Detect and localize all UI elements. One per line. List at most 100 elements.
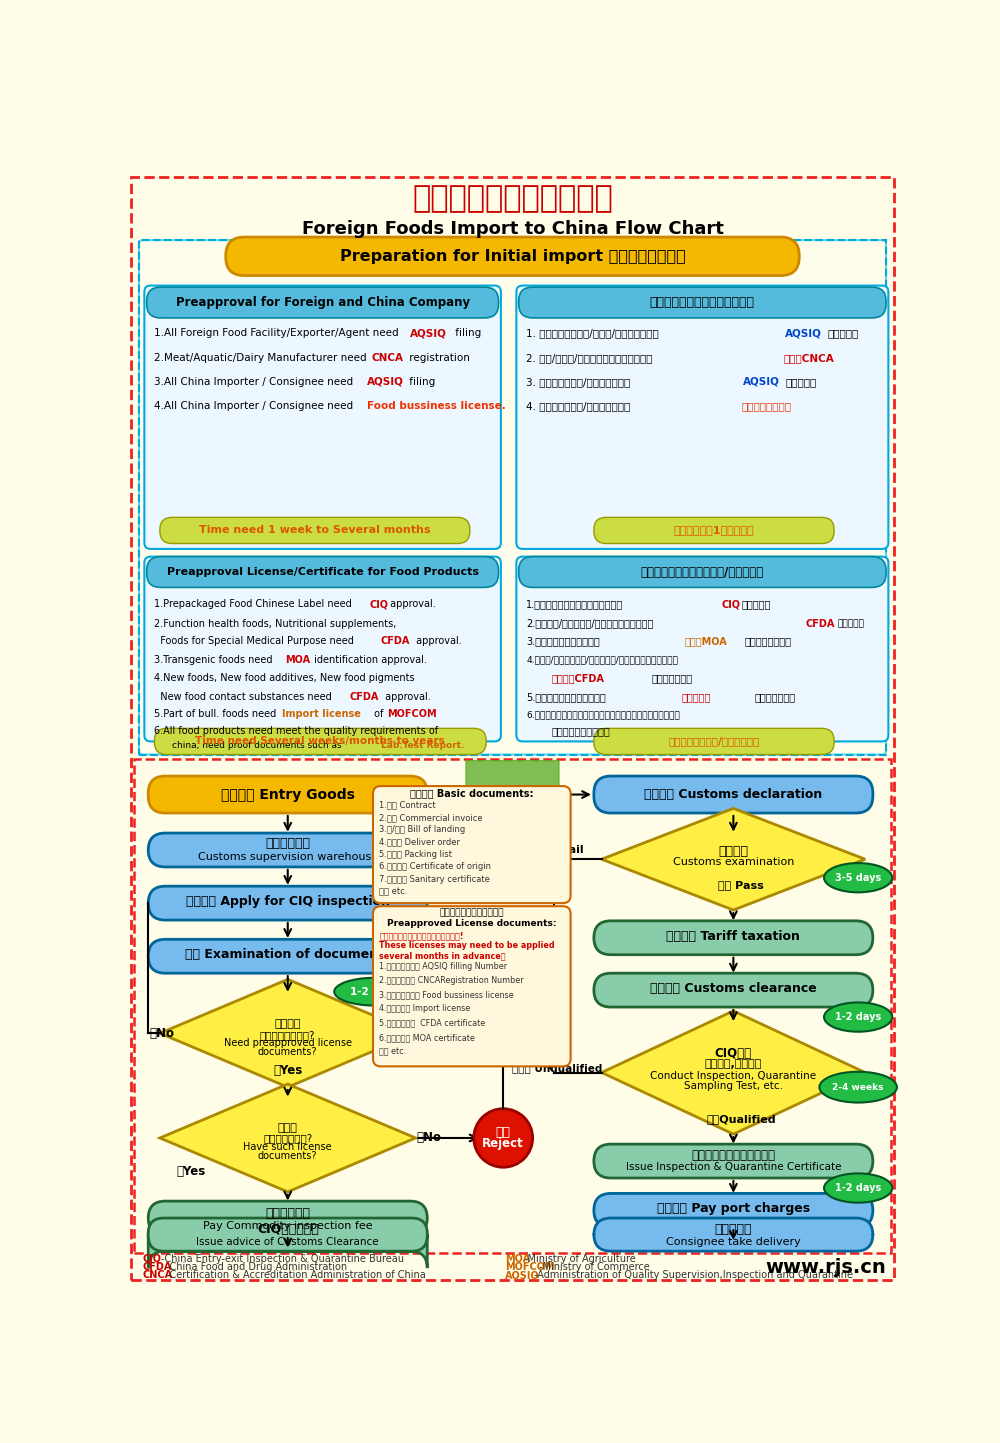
Text: Import license: Import license — [282, 710, 360, 720]
Text: 食品经营许可证；: 食品经营许可证； — [742, 401, 792, 411]
Text: Return or destroy: Return or destroy — [453, 1004, 564, 1013]
FancyBboxPatch shape — [594, 1218, 873, 1251]
FancyBboxPatch shape — [519, 557, 886, 587]
Text: -Certification & Accreditation Administration of China: -Certification & Accreditation Administr… — [166, 1270, 426, 1280]
Text: -Ministry of Commerce: -Ministry of Commerce — [539, 1263, 650, 1273]
Text: 5.食药监局证书  CFDA certificate: 5.食药监局证书 CFDA certificate — [379, 1019, 485, 1027]
Text: MOA: MOA — [285, 655, 310, 665]
Text: CIQ: CIQ — [369, 599, 388, 609]
Text: 否No: 否No — [416, 1131, 441, 1144]
Text: 付检验检疫费: 付检验检疫费 — [265, 1206, 310, 1219]
Text: Issue Inspection & Quarantine Certificate: Issue Inspection & Quarantine Certificat… — [626, 1162, 841, 1172]
Text: china, need proof documents such as: china, need proof documents such as — [172, 742, 344, 750]
Text: CFDA: CFDA — [381, 636, 410, 646]
Text: Lab.Test Report.: Lab.Test Report. — [381, 742, 464, 750]
Text: 退货或销毁: 退货或销毁 — [490, 990, 527, 1003]
Text: 办理时间需要1周到几个月: 办理时间需要1周到几个月 — [674, 525, 754, 535]
Text: Preapproval License/Certificate for Food Products: Preapproval License/Certificate for Food… — [167, 567, 479, 577]
Text: 不合格 Unqualified: 不合格 Unqualified — [512, 1063, 603, 1074]
Text: Consignee take delivery: Consignee take delivery — [666, 1237, 801, 1247]
Ellipse shape — [824, 863, 892, 892]
Text: 1-2 days: 1-2 days — [835, 1012, 881, 1022]
Text: CIQ: CIQ — [142, 1254, 161, 1264]
Text: 3. 所有中国进口商/收货人需要办理: 3. 所有中国进口商/收货人需要办理 — [526, 377, 631, 387]
Text: 办理时间需要数周/数月乃至数年: 办理时间需要数周/数月乃至数年 — [668, 736, 760, 746]
Text: 4.进口许可证 Import license: 4.进口许可证 Import license — [379, 1004, 470, 1013]
Text: 签发入境货物检验检疫证明: 签发入境货物检验检疫证明 — [691, 1149, 775, 1162]
Text: 退单: 退单 — [496, 1126, 511, 1139]
Text: 5.装箱单 Packing list: 5.装箱单 Packing list — [379, 850, 452, 859]
Text: 海关查验: 海关查验 — [718, 846, 748, 859]
FancyBboxPatch shape — [594, 973, 873, 1007]
FancyBboxPatch shape — [154, 729, 486, 755]
Text: 审单 Examination of documents: 审单 Examination of documents — [185, 948, 391, 961]
Text: 1.质检总局备案号 AQSIQ filling Number: 1.质检总局备案号 AQSIQ filling Number — [379, 962, 507, 971]
Text: 4.提货单 Deliver order: 4.提货单 Deliver order — [379, 838, 460, 847]
Text: Issue advice of Customs Clearance: Issue advice of Customs Clearance — [196, 1237, 379, 1247]
FancyBboxPatch shape — [373, 906, 571, 1066]
Text: 关税征收 Tariff taxation: 关税征收 Tariff taxation — [666, 929, 800, 942]
Text: 国外公司及中国公司预审批项目: 国外公司及中国公司预审批项目 — [650, 296, 755, 309]
Text: 预批准许可证文件?: 预批准许可证文件? — [260, 1030, 316, 1040]
Text: www.rjs.cn: www.rjs.cn — [765, 1258, 886, 1277]
Text: 1. 所有境外食品工厂/出口商/代理商需要办理: 1. 所有境外食品工厂/出口商/代理商需要办理 — [526, 329, 659, 338]
Text: 1.All Foreign Food Facility/Exporter/Agent need: 1.All Foreign Food Facility/Exporter/Age… — [154, 329, 402, 338]
Bar — [134, 759, 891, 1254]
FancyBboxPatch shape — [594, 776, 873, 812]
Text: AQSIQ: AQSIQ — [367, 377, 404, 387]
Text: 海关清关 Customs clearance: 海关清关 Customs clearance — [650, 983, 817, 996]
Text: filing: filing — [452, 329, 481, 338]
Text: 2.认监委注册号 CNCARegistration Number: 2.认监委注册号 CNCARegistration Number — [379, 975, 524, 986]
Text: 等等 etc.: 等等 etc. — [379, 1048, 406, 1056]
FancyBboxPatch shape — [148, 1234, 427, 1268]
Text: -China Food and Drug Administration: -China Food and Drug Administration — [166, 1263, 347, 1273]
Text: Have such license: Have such license — [243, 1143, 332, 1152]
Text: 是否有: 是否有 — [278, 1123, 298, 1133]
Text: 海关监管仓库: 海关监管仓库 — [265, 837, 310, 850]
Text: 首次进口食品预批准许可证/证书等项目: 首次进口食品预批准许可证/证书等项目 — [641, 566, 764, 579]
Text: -China Entry-exit Inspection & Quarantine Bureau: -China Entry-exit Inspection & Quarantin… — [161, 1254, 404, 1264]
Text: 2.Meat/Aquatic/Dairy Manufacturer need: 2.Meat/Aquatic/Dairy Manufacturer need — [154, 354, 370, 364]
Text: 这些许可证文件可能需要提前数月办理!: 这些许可证文件可能需要提前数月办理! — [379, 931, 464, 939]
Text: of: of — [371, 710, 387, 720]
Text: 认监委CNCA: 认监委CNCA — [784, 354, 834, 364]
Text: 是Yes: 是Yes — [176, 1166, 206, 1179]
FancyBboxPatch shape — [148, 1218, 427, 1251]
Text: 7.卫生证书 Sanitary certificate: 7.卫生证书 Sanitary certificate — [379, 874, 490, 883]
Text: 注册备案；: 注册备案； — [838, 619, 865, 628]
Text: Preparation for Initial import 首次进口中国准备: Preparation for Initial import 首次进口中国准备 — [340, 248, 685, 264]
Text: CIQ实施: CIQ实施 — [715, 1046, 752, 1059]
Text: MOFCOM: MOFCOM — [505, 1263, 554, 1273]
Circle shape — [474, 1108, 533, 1167]
Text: documents?: documents? — [258, 1150, 318, 1160]
Text: several months in advance！: several months in advance！ — [379, 951, 506, 960]
Text: 转基因标识审批；: 转基因标识审批； — [745, 636, 792, 646]
FancyBboxPatch shape — [519, 287, 886, 317]
Text: CFDA: CFDA — [142, 1263, 171, 1273]
Text: Time need 1 week to Several months: Time need 1 week to Several months — [199, 525, 431, 535]
Text: 未通过 Fail: 未通过 Fail — [538, 844, 583, 854]
Text: approval.: approval. — [413, 636, 462, 646]
Text: documents?: documents? — [258, 1046, 318, 1056]
Text: AQSIQ: AQSIQ — [743, 377, 780, 387]
Text: 2. 肉类/水产品/乳品境外生产企业需要办理: 2. 肉类/水产品/乳品境外生产企业需要办理 — [526, 354, 653, 364]
FancyBboxPatch shape — [148, 776, 427, 812]
Text: 3.食品经营许可证 Food bussiness license: 3.食品经营许可证 Food bussiness license — [379, 990, 514, 999]
Text: 付港口费 Pay port charges: 付港口费 Pay port charges — [657, 1202, 810, 1215]
Text: 1.进口预包装食品需要办理中文标签: 1.进口预包装食品需要办理中文标签 — [526, 599, 624, 609]
Text: 4.New foods, New food additives, New food pigments: 4.New foods, New food additives, New foo… — [154, 674, 415, 684]
FancyBboxPatch shape — [139, 240, 886, 755]
Text: Reject: Reject — [482, 1137, 524, 1150]
Text: 登记备案；: 登记备案； — [827, 329, 858, 338]
Text: 批准备案；: 批准备案； — [741, 599, 770, 609]
Polygon shape — [466, 760, 559, 885]
Text: These licenses may need to be applied: These licenses may need to be applied — [379, 941, 555, 949]
FancyBboxPatch shape — [147, 287, 499, 317]
FancyBboxPatch shape — [147, 557, 499, 587]
Text: Pay Commodity inspection fee: Pay Commodity inspection fee — [203, 1221, 373, 1231]
FancyBboxPatch shape — [148, 1201, 427, 1235]
Text: 登记备案；: 登记备案； — [785, 377, 817, 387]
Text: 2-4 weeks: 2-4 weeks — [832, 1082, 884, 1092]
Text: 6.All food products need meet the quality requirements of: 6.All food products need meet the qualit… — [154, 726, 439, 736]
Text: Customs supervision warehouse: Customs supervision warehouse — [198, 851, 378, 861]
